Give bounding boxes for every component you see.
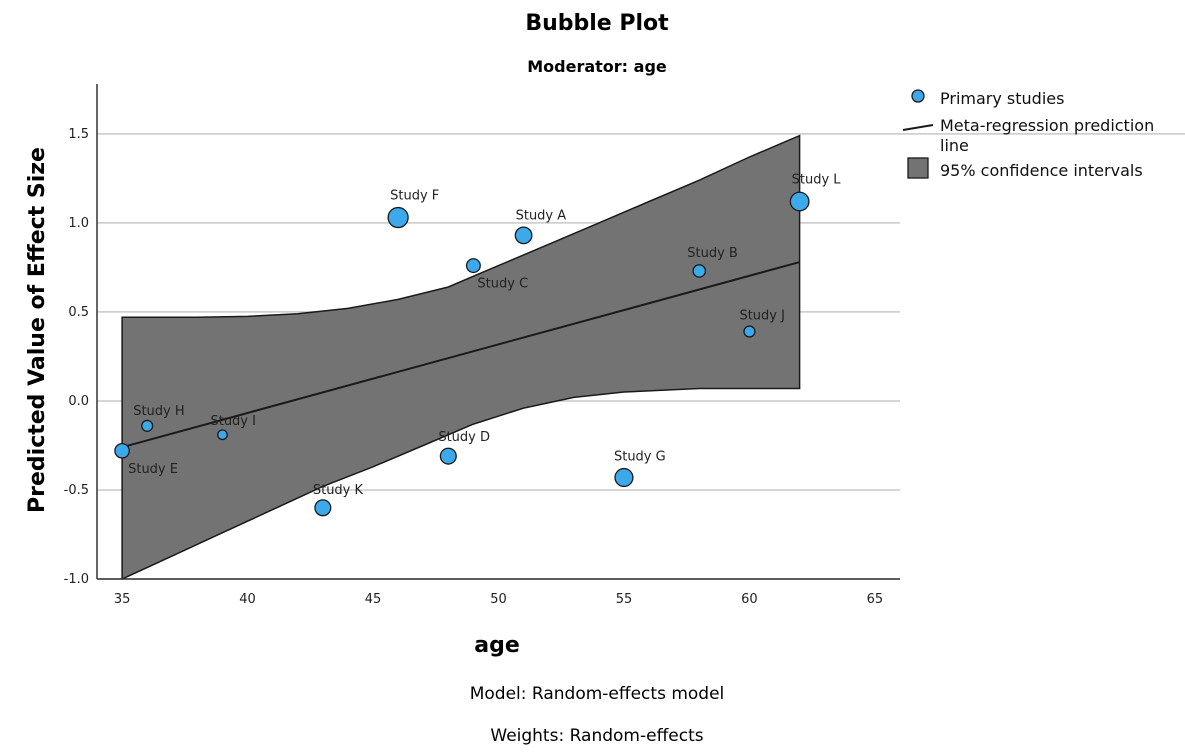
chart-title: Bubble Plot (525, 11, 669, 36)
y-tick-labels: 1.5 1.0 0.5 0.0 -0.5 -1.0 (64, 127, 89, 587)
point-label-study-k: Study K (313, 483, 364, 498)
legend-label-primary-studies: Primary studies (940, 89, 1064, 108)
point-label-study-l: Study L (792, 173, 842, 188)
point-label-study-b: Study B (687, 246, 738, 261)
bubble-study-c (465, 258, 481, 274)
footnote-model: Model: Random-effects model (470, 684, 725, 704)
regression-line-group (121, 261, 800, 449)
x-tick-label-40: 40 (239, 592, 256, 607)
bubble-study-b (692, 264, 707, 278)
y-tick-label-1-5: 1.5 (68, 127, 89, 142)
point-labels: Study A Study B Study C Study D Study E Study… (128, 173, 841, 498)
bubble-study-f (387, 206, 409, 229)
bubble-study-i (217, 429, 228, 441)
legend-label-meta-regression: Meta-regression prediction (940, 116, 1154, 135)
y-tick-label-0-0: 0.0 (68, 394, 89, 409)
legend: Primary studies Meta-regression predicti… (902, 89, 1154, 180)
y-tick-label-0-5: -0.5 (64, 483, 89, 498)
bubble-study-j (743, 325, 756, 338)
y-tick-label-1-0: -1.0 (64, 572, 89, 587)
legend-swatch-confidence (907, 157, 929, 179)
point-label-study-e: Study E (128, 462, 178, 477)
legend-label-meta-regression-cont: line (940, 136, 969, 155)
point-label-study-f: Study F (390, 189, 439, 204)
point-label-study-g: Study G (614, 450, 666, 465)
x-tick-label-65: 65 (867, 592, 884, 607)
x-tick-label-60: 60 (741, 592, 758, 607)
legend-line-meta-regression (902, 124, 934, 131)
y-axis-label: Predicted Value of Effect Size (25, 147, 50, 513)
footnote-weights: Weights: Random-effects (490, 726, 703, 746)
point-label-study-i: Study I (210, 414, 256, 429)
chart-subtitle: Moderator: age (527, 57, 667, 76)
x-tick-label-50: 50 (490, 592, 507, 607)
point-label-study-c: Study C (477, 277, 528, 292)
x-tick-label-35: 35 (114, 592, 131, 607)
point-label-study-j: Study J (739, 309, 785, 324)
axes (96, 84, 900, 580)
bubble-study-h (141, 419, 154, 432)
confidence-band-area (121, 134, 801, 581)
bubble-study-a (514, 226, 533, 245)
bubble-study-e (114, 442, 130, 459)
legend-label-confidence: 95% confidence intervals (940, 161, 1143, 180)
x-tick-label-55: 55 (616, 592, 633, 607)
point-label-study-a: Study A (516, 208, 567, 223)
y-tick-label-1-0: 1.0 (68, 216, 89, 231)
meta-regression-line (121, 261, 800, 449)
bubble-study-l (789, 191, 810, 212)
y-tick-label-0-5: 0.5 (68, 305, 89, 320)
confidence-band (121, 134, 801, 581)
bubble-study-d (439, 447, 457, 465)
legend-marker-primary-studies (911, 89, 925, 103)
x-tick-labels: 35 40 45 50 55 60 65 (114, 592, 883, 607)
x-axis-label: age (474, 633, 520, 658)
point-label-study-d: Study D (438, 430, 490, 445)
point-label-study-h: Study H (133, 404, 184, 419)
x-tick-label-45: 45 (365, 592, 382, 607)
bubble-study-k (314, 499, 332, 517)
data-points (114, 191, 810, 517)
bubble-study-g (614, 467, 634, 488)
